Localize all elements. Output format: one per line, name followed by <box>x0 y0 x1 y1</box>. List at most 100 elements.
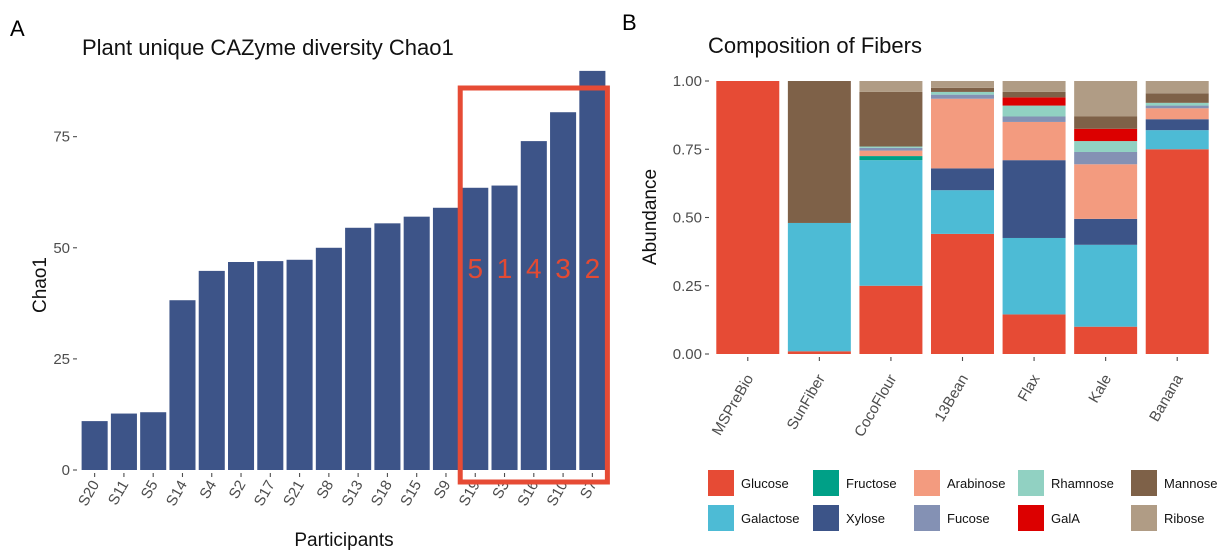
segment-gala-kale <box>1074 128 1138 142</box>
segment-arabinose-flax <box>1002 121 1066 161</box>
segment-ribose-flax <box>1002 81 1066 92</box>
legend-key-glucose <box>708 470 734 496</box>
y-tick-label: 0.25 <box>673 278 702 295</box>
segment-fucose-flax <box>1002 116 1066 122</box>
legend-label-glucose: Glucose <box>741 476 789 491</box>
chart-b-plot: 0.00 0.25 0.50 0.75 1.00 MSPreBio SunFiber Coco… <box>673 73 1209 440</box>
segment-glucose-sunfiber <box>787 351 851 354</box>
x-tick-label: S4 <box>196 478 220 502</box>
segment-rhamnose-cocoflour <box>859 146 923 148</box>
segment-ribose-cocoflour <box>859 81 923 92</box>
segment-mannose-sunfiber <box>787 81 851 223</box>
legend-key-arabinose <box>914 470 940 496</box>
legend-label-gala: GalA <box>1051 511 1080 526</box>
x-tick-label: S18 <box>368 478 396 510</box>
bar-s5 <box>140 412 167 470</box>
y-tick-label: 0.50 <box>673 210 702 227</box>
bar-s7 <box>579 70 606 470</box>
y-tick-label: 50 <box>53 240 70 257</box>
segment-arabinose-cocoflour <box>859 150 923 157</box>
segment-fucose-banana <box>1145 105 1209 109</box>
chart-b-legend: Glucose Galactose Fructose Xylose Arabinose F… <box>708 470 1217 531</box>
legend-key-mannose <box>1131 470 1157 496</box>
x-tick-label: SunFiber <box>784 372 829 433</box>
segment-glucose-banana <box>1145 149 1209 354</box>
rank-label: 1 <box>497 253 513 284</box>
chart-b-title: Composition of Fibers <box>708 33 922 58</box>
legend-key-ribose <box>1131 505 1157 531</box>
x-tick-label: Banana <box>1146 371 1187 425</box>
bar-s2 <box>227 262 255 470</box>
bar-s10 <box>550 112 577 470</box>
legend-label-arabinose: Arabinose <box>947 476 1006 491</box>
rank-label: 5 <box>467 253 483 284</box>
segment-xylose-flax <box>1002 160 1066 238</box>
chart-a-xlabel: Participants <box>294 530 393 550</box>
segment-rhamnose-13bean <box>931 91 994 95</box>
y-tick-label: 1.00 <box>673 73 702 90</box>
segment-ribose-13bean <box>931 81 994 88</box>
segment-arabinose-banana <box>1145 108 1209 120</box>
segment-glucose-kale <box>1074 326 1138 354</box>
legend-key-galactose <box>708 505 734 531</box>
x-tick-label: S20 <box>75 478 103 510</box>
segment-glucose-msprebio <box>716 81 780 354</box>
segment-galactose-cocoflour <box>859 160 923 286</box>
x-tick-label: S11 <box>105 478 133 509</box>
legend-label-rhamnose: Rhamnose <box>1051 476 1114 491</box>
legend-label-galactose: Galactose <box>741 511 800 526</box>
bar-s4 <box>198 270 225 470</box>
x-tick-label: CocoFlour <box>851 372 900 440</box>
segment-fucose-13bean <box>931 94 994 99</box>
x-tick-label: S15 <box>397 478 425 510</box>
segment-glucose-flax <box>1002 314 1066 354</box>
x-tick-label: S17 <box>251 478 279 510</box>
legend-key-xylose <box>813 505 839 531</box>
legend-label-xylose: Xylose <box>846 511 885 526</box>
bar-s17 <box>257 261 284 470</box>
panel-b-letter: B <box>622 10 637 35</box>
x-tick-label: S13 <box>339 478 367 510</box>
bar-s18 <box>374 223 401 470</box>
y-tick-label: 75 <box>53 129 70 146</box>
x-tick-label: S5 <box>138 478 162 502</box>
segment-galactose-13bean <box>931 190 994 234</box>
segment-gala-flax <box>1002 97 1066 106</box>
segment-mannose-cocoflour <box>859 91 923 147</box>
x-tick-label: S14 <box>163 478 191 510</box>
bar-s14 <box>169 300 196 470</box>
y-tick-label: 25 <box>53 351 70 368</box>
bar-s11 <box>110 413 137 470</box>
legend-key-rhamnose <box>1018 470 1044 496</box>
chart-a-ylabel: Chao1 <box>30 257 51 313</box>
rank-label: 4 <box>526 253 542 284</box>
rank-label: 2 <box>585 253 601 284</box>
segment-fucose-kale <box>1074 151 1138 165</box>
segment-xylose-kale <box>1074 218 1138 245</box>
x-tick-label: S8 <box>313 478 337 502</box>
segment-mannose-flax <box>1002 91 1066 98</box>
x-tick-label: MSPreBio <box>709 372 757 439</box>
bar-s3 <box>491 185 518 471</box>
segment-galactose-flax <box>1002 237 1066 315</box>
segment-mannose-13bean <box>931 87 994 92</box>
bar-s19 <box>462 187 489 470</box>
bar-s15 <box>403 216 430 470</box>
segment-galactose-sunfiber <box>787 222 851 352</box>
segment-mannose-kale <box>1074 116 1138 129</box>
segment-fucose-cocoflour <box>859 147 923 151</box>
segment-glucose-cocoflour <box>859 285 923 354</box>
bar-s20 <box>81 421 108 470</box>
segment-arabinose-kale <box>1074 164 1138 219</box>
x-tick-label: Flax <box>1015 371 1044 404</box>
y-tick-label: 0 <box>62 462 70 479</box>
panel-a-letter: A <box>10 16 25 41</box>
legend-key-fucose <box>914 505 940 531</box>
segment-rhamnose-kale <box>1074 141 1138 152</box>
bar-s16 <box>520 141 547 470</box>
chart-b-ylabel: Abundance <box>640 169 661 265</box>
bar-s8 <box>315 247 342 470</box>
legend-label-fructose: Fructose <box>846 476 897 491</box>
segment-rhamnose-flax <box>1002 105 1066 117</box>
